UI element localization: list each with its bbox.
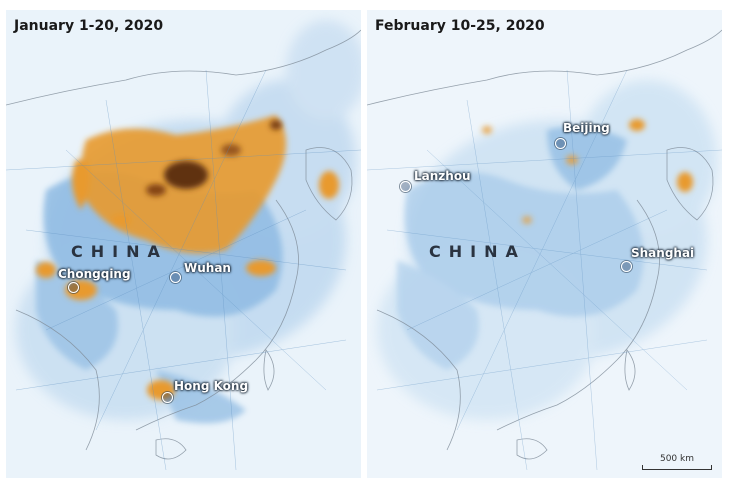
panel-title: February 10-25, 2020 <box>375 18 545 34</box>
city-marker-icon <box>555 138 566 149</box>
panel-title: January 1-20, 2020 <box>14 18 164 34</box>
city-marker-icon <box>621 261 632 272</box>
city-marker-icon <box>400 181 411 192</box>
pollution-map-february <box>367 10 722 478</box>
scale-bar-label: 500 km <box>659 454 695 464</box>
city-label: Hong Kong <box>174 379 249 393</box>
scale-bar: 500 km <box>642 454 712 470</box>
country-label: CHINA <box>71 242 168 261</box>
city-marker-icon <box>68 282 79 293</box>
map-panel-january: January 1-20, 2020 CHINA Chongqing Wuhan… <box>6 10 361 478</box>
city-label: Shanghai <box>631 246 695 260</box>
city-label: Chongqing <box>58 267 131 281</box>
scale-bar-line <box>642 465 712 470</box>
country-label: CHINA <box>429 242 526 261</box>
city-label: Lanzhou <box>414 169 471 183</box>
city-label: Wuhan <box>184 261 231 275</box>
city-marker-icon <box>170 272 181 283</box>
pollution-map-january <box>6 10 361 478</box>
map-panel-february: February 10-25, 2020 CHINA Beijing Lanzh… <box>367 10 722 478</box>
city-label: Beijing <box>563 121 610 135</box>
city-marker-icon <box>162 392 173 403</box>
